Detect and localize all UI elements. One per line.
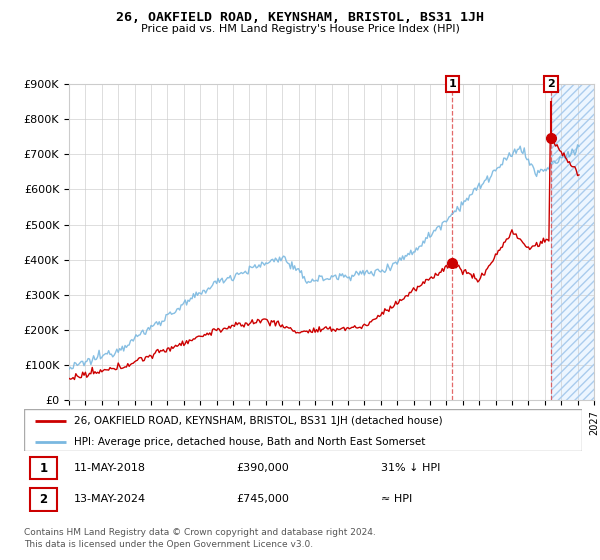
- Text: This data is licensed under the Open Government Licence v3.0.: This data is licensed under the Open Gov…: [24, 540, 313, 549]
- Text: 1: 1: [40, 462, 47, 475]
- FancyBboxPatch shape: [29, 457, 58, 479]
- Text: Contains HM Land Registry data © Crown copyright and database right 2024.: Contains HM Land Registry data © Crown c…: [24, 528, 376, 536]
- Text: 13-MAY-2024: 13-MAY-2024: [74, 494, 146, 505]
- FancyBboxPatch shape: [29, 488, 58, 511]
- Text: 11-MAY-2018: 11-MAY-2018: [74, 463, 146, 473]
- Text: ≈ HPI: ≈ HPI: [381, 494, 412, 505]
- Text: 31% ↓ HPI: 31% ↓ HPI: [381, 463, 440, 473]
- Text: £745,000: £745,000: [236, 494, 289, 505]
- Text: HPI: Average price, detached house, Bath and North East Somerset: HPI: Average price, detached house, Bath…: [74, 437, 425, 446]
- Text: 26, OAKFIELD ROAD, KEYNSHAM, BRISTOL, BS31 1JH (detached house): 26, OAKFIELD ROAD, KEYNSHAM, BRISTOL, BS…: [74, 416, 443, 426]
- Text: 26, OAKFIELD ROAD, KEYNSHAM, BRISTOL, BS31 1JH: 26, OAKFIELD ROAD, KEYNSHAM, BRISTOL, BS…: [116, 11, 484, 24]
- Text: £390,000: £390,000: [236, 463, 289, 473]
- Bar: [551, 84, 594, 400]
- Text: 1: 1: [449, 79, 456, 89]
- Bar: [551, 84, 594, 400]
- Text: 2: 2: [40, 493, 47, 506]
- Text: Price paid vs. HM Land Registry's House Price Index (HPI): Price paid vs. HM Land Registry's House …: [140, 24, 460, 34]
- Text: 2: 2: [547, 79, 555, 89]
